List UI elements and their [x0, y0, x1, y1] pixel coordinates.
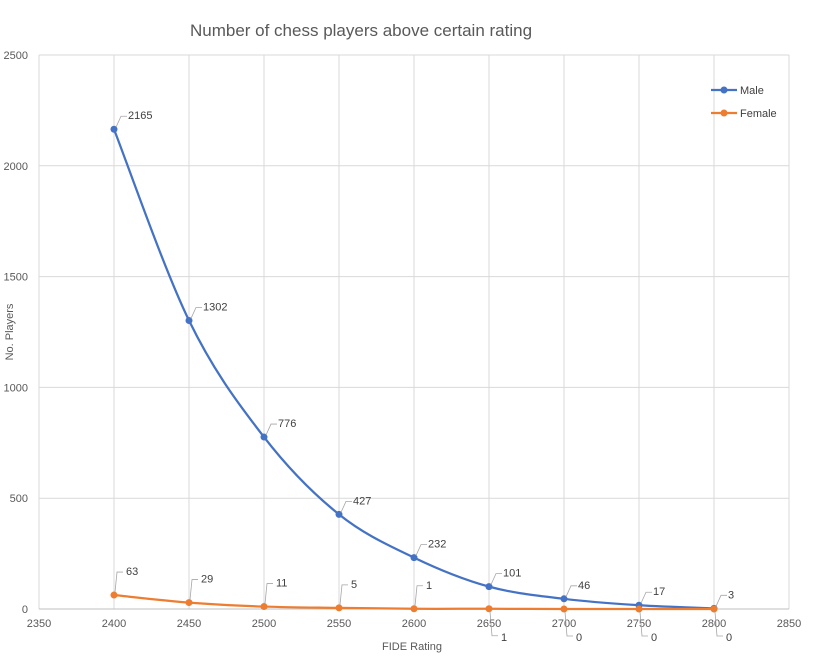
data-label-leader	[265, 423, 277, 436]
y-tick-label: 2000	[4, 161, 28, 173]
x-axis-title: FIDE Rating	[382, 641, 442, 653]
x-tick-label: 2750	[627, 618, 651, 630]
data-label-leader	[190, 307, 202, 319]
data-label-leader	[715, 594, 727, 607]
female-data-label: 63	[126, 566, 138, 578]
data-label-leader	[714, 611, 723, 637]
male-data-label: 1302	[203, 301, 227, 313]
y-tick-label: 1500	[4, 272, 28, 284]
x-tick-label: 2350	[27, 618, 51, 630]
male-data-label: 2165	[128, 110, 152, 122]
y-axis-title: No. Players	[4, 303, 16, 360]
x-tick-label: 2850	[777, 618, 801, 630]
male-data-label: 3	[728, 589, 734, 601]
male-data-point	[110, 125, 118, 133]
male-data-label: 101	[503, 568, 521, 580]
x-tick-label: 2650	[477, 618, 501, 630]
x-tick-label: 2500	[252, 618, 276, 630]
data-label-leader	[340, 500, 352, 513]
data-label-leader	[114, 571, 123, 593]
axes: 0 500 1000 1500 2000 2500 2350 2400 2450 2500 2550…	[4, 50, 802, 630]
legend: Male Female	[711, 85, 777, 120]
male-data-label: 427	[353, 495, 371, 507]
male-data-point	[185, 316, 193, 324]
female-data-label: 11	[276, 578, 287, 590]
female-data-point	[260, 603, 268, 611]
chart-title: Number of chess players above certain ra…	[190, 21, 532, 40]
female-data-point	[335, 604, 343, 612]
x-tick-label: 2800	[702, 618, 726, 630]
male-data-point	[560, 595, 568, 603]
female-data-point	[560, 605, 568, 613]
female-data-label: 0	[651, 632, 657, 644]
data-label-leader	[264, 583, 273, 604]
data-label-leader	[339, 584, 348, 605]
data-label-leader	[565, 585, 577, 597]
female-data-point	[110, 591, 118, 599]
data-label-leader	[189, 579, 198, 600]
female-data-point	[485, 605, 493, 613]
female-data-point	[185, 599, 193, 607]
male-data-point	[335, 510, 343, 518]
data-label-leader	[415, 544, 427, 556]
data-label-leader	[639, 611, 648, 637]
y-tick-label: 2500	[4, 50, 28, 62]
data-label-leader	[489, 611, 498, 637]
male-data-point	[260, 433, 268, 441]
data-label-leader	[490, 573, 502, 585]
x-tick-label: 2400	[102, 618, 126, 630]
male-legend-label: Male	[740, 85, 764, 97]
y-tick-label: 0	[22, 604, 28, 616]
x-tick-label: 2450	[177, 618, 201, 630]
male-data-label: 232	[428, 539, 446, 551]
male-data-point	[410, 554, 418, 562]
female-data-label: 0	[726, 632, 732, 644]
data-label-leader	[414, 585, 423, 606]
data-label-leader	[640, 591, 652, 604]
y-tick-label: 500	[10, 493, 28, 505]
female-data-label: 0	[576, 632, 582, 644]
x-tick-label: 2700	[552, 618, 576, 630]
male-legend-marker	[720, 86, 728, 94]
female-data-label: 29	[201, 574, 213, 586]
female-data-point	[710, 605, 718, 613]
data-label-leader	[564, 611, 573, 637]
data-label-leader	[115, 115, 127, 128]
male-data-label: 46	[578, 580, 590, 592]
y-tick-label: 1000	[4, 382, 28, 394]
x-tick-label: 2550	[327, 618, 351, 630]
male-data-label: 17	[653, 586, 665, 598]
female-legend-label: Female	[740, 108, 777, 120]
female-data-label: 1	[501, 632, 507, 644]
female-data-point	[410, 605, 418, 613]
x-tick-label: 2600	[402, 618, 426, 630]
female-data-label: 5	[351, 579, 357, 591]
male-data-point	[485, 583, 493, 591]
female-data-label: 1	[426, 580, 432, 592]
series-lines	[110, 125, 718, 613]
gridlines	[38, 54, 790, 609]
female-data-point	[635, 605, 643, 613]
male-data-label: 776	[278, 418, 296, 430]
female-legend-marker	[720, 109, 728, 117]
